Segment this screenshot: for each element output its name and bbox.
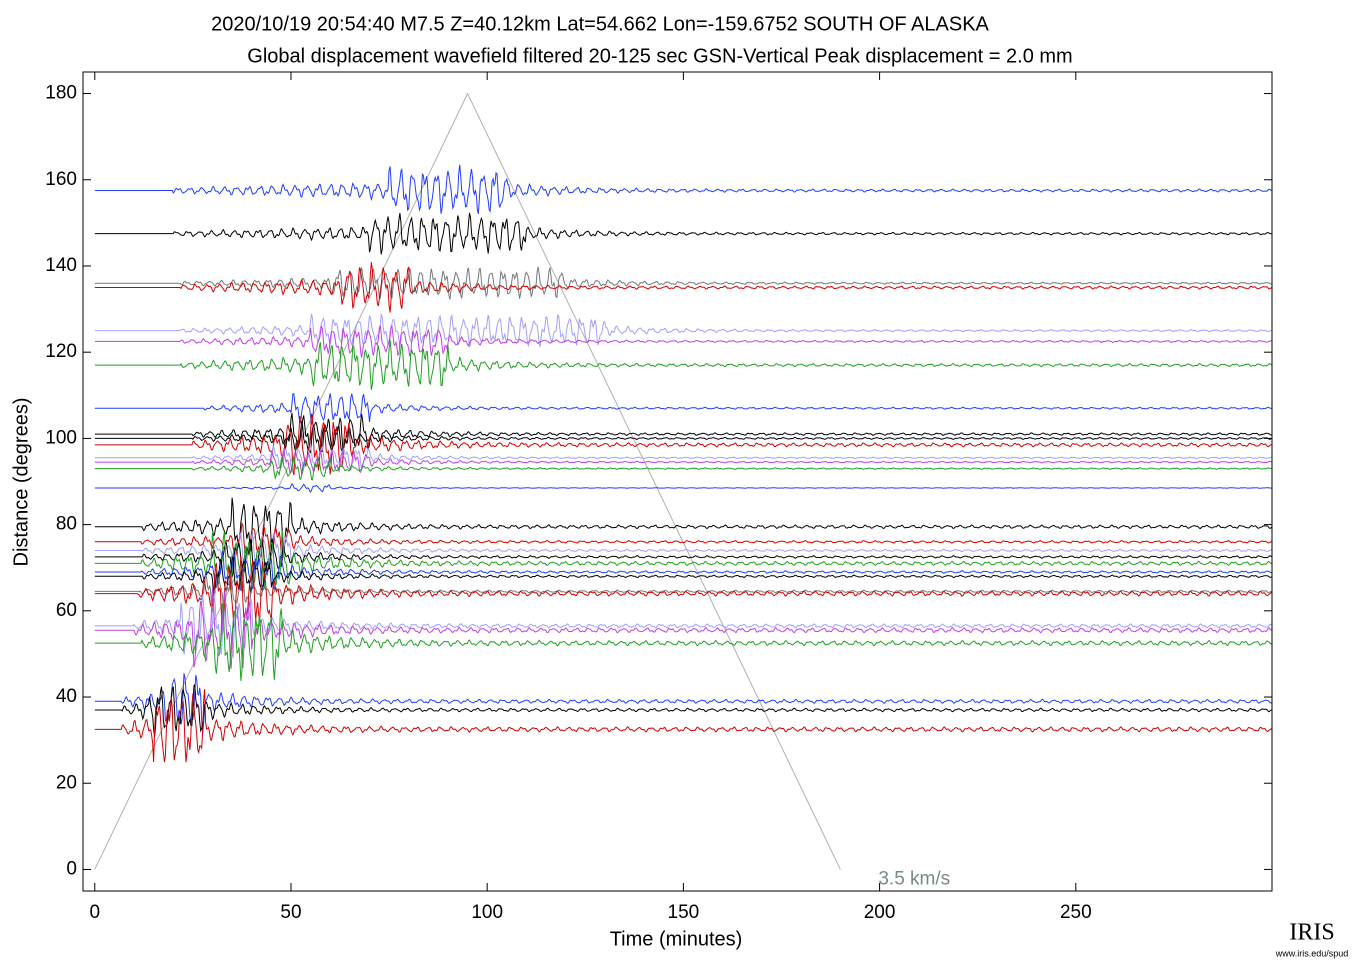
y-tick-label: 80 bbox=[56, 514, 77, 535]
seismic-trace bbox=[94, 603, 1273, 681]
y-tick-label: 0 bbox=[66, 858, 77, 879]
x-tick-label: 100 bbox=[471, 902, 503, 923]
y-tick-label: 20 bbox=[56, 772, 77, 793]
seismic-trace bbox=[94, 689, 1273, 763]
seismic-trace bbox=[94, 522, 1272, 563]
seismic-trace bbox=[94, 262, 1273, 313]
chart-title: 2020/10/19 20:54:40 M7.5 Z=40.12km Lat=5… bbox=[211, 13, 989, 35]
seismic-trace bbox=[94, 444, 1272, 472]
seismic-trace bbox=[94, 555, 1273, 597]
seismic-trace bbox=[94, 164, 1273, 215]
seismic-trace bbox=[94, 673, 1273, 734]
seismic-trace bbox=[94, 588, 1272, 669]
seismic-trace bbox=[94, 212, 1273, 255]
seismic-trace bbox=[94, 413, 1273, 454]
seismic-trace bbox=[94, 482, 1272, 493]
chart-subtitle: Global displacement wavefield filtered 2… bbox=[247, 45, 1072, 67]
y-tick-label: 60 bbox=[56, 600, 77, 621]
seismic-trace bbox=[94, 550, 1273, 591]
x-axis-label: Time (minutes) bbox=[610, 928, 743, 950]
y-tick-label: 120 bbox=[45, 341, 77, 362]
logo-name: IRIS bbox=[1289, 920, 1334, 946]
x-tick-label: 0 bbox=[89, 902, 100, 923]
seismic-trace bbox=[94, 266, 1273, 300]
seismic-trace bbox=[94, 532, 1273, 570]
seismic-trace bbox=[94, 538, 1273, 578]
seismic-trace bbox=[94, 455, 1273, 481]
x-tick-label: 50 bbox=[280, 902, 301, 923]
seismic-trace bbox=[94, 339, 1273, 390]
x-tick-label: 200 bbox=[864, 902, 896, 923]
seismic-trace bbox=[94, 413, 1273, 476]
plot-frame bbox=[82, 71, 1273, 892]
seismic-trace bbox=[94, 683, 1273, 737]
y-tick-label: 180 bbox=[45, 83, 77, 104]
seismic-trace bbox=[94, 393, 1273, 425]
seismic-trace bbox=[94, 555, 1273, 635]
seismic-trace bbox=[94, 421, 1273, 455]
reference-line bbox=[94, 92, 841, 870]
y-tick-label: 140 bbox=[45, 255, 77, 276]
y-tick-label: 160 bbox=[45, 169, 77, 190]
seismic-trace bbox=[94, 312, 1273, 349]
y-tick-label: 100 bbox=[45, 427, 77, 448]
seismic-trace bbox=[94, 530, 1272, 594]
x-tick-label: 150 bbox=[668, 902, 700, 923]
seismic-trace bbox=[94, 572, 1272, 613]
x-tick-label: 250 bbox=[1060, 902, 1092, 923]
y-tick-label: 40 bbox=[56, 686, 77, 707]
logo-url: www.iris.edu/spud bbox=[1275, 948, 1349, 958]
y-axis-label: Distance (degrees) bbox=[10, 398, 32, 567]
seismic-trace bbox=[94, 497, 1273, 553]
reference-label: 3.5 km/s bbox=[878, 868, 950, 889]
seismic-trace bbox=[94, 324, 1273, 358]
